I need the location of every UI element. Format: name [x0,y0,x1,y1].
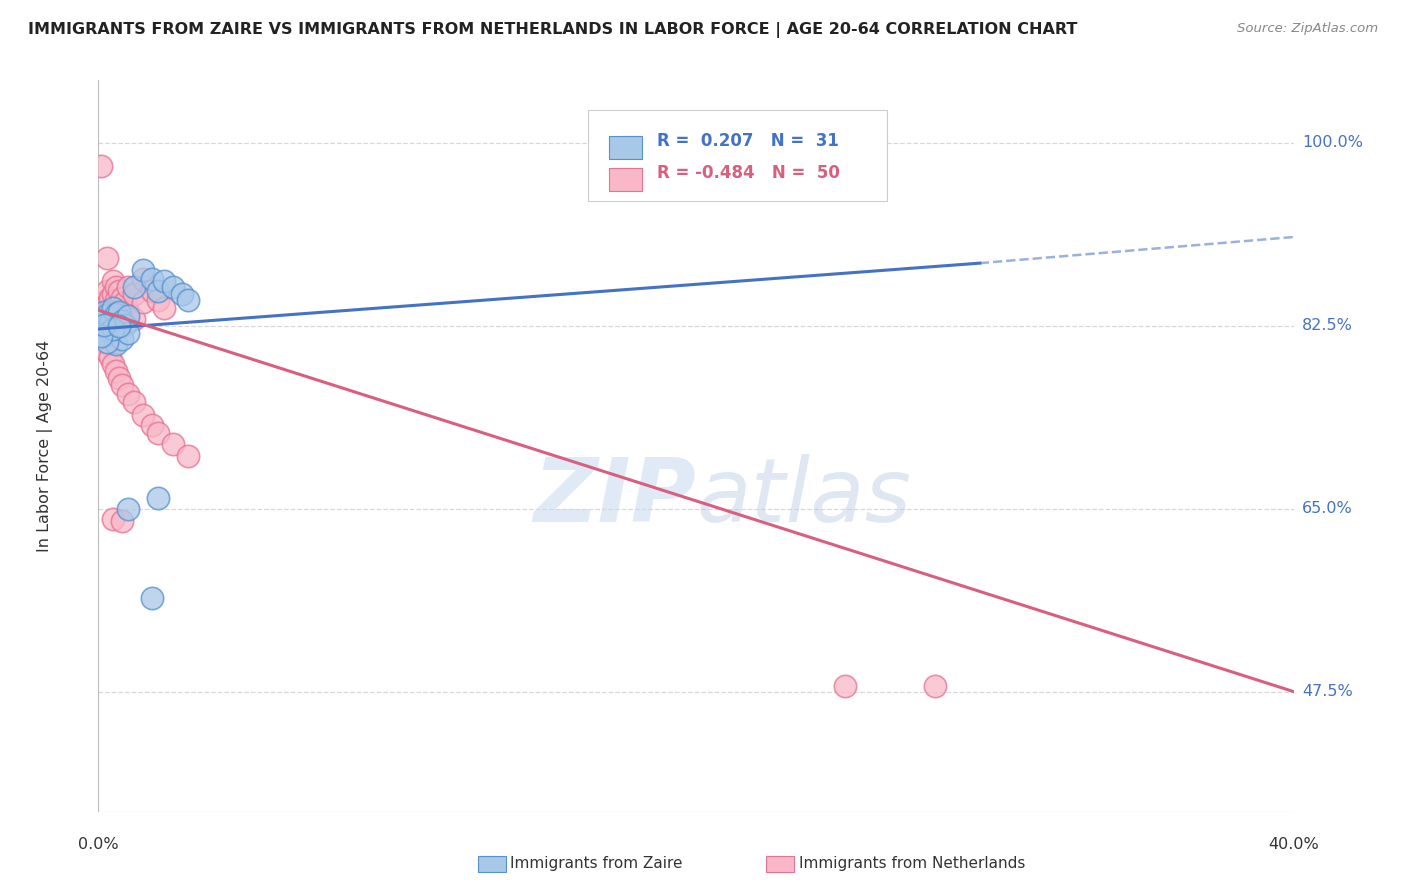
Point [117,305,139,319]
Point [117,386,139,401]
Point [132,263,155,277]
Point [105,293,128,307]
Point [90,311,112,326]
Point [108,298,131,312]
FancyBboxPatch shape [589,110,887,201]
Point [117,310,139,324]
Point [108,305,131,319]
Text: Immigrants from Netherlands: Immigrants from Netherlands [799,856,1025,871]
Point [96,305,118,319]
Point [90,309,112,323]
Point [90,316,112,330]
Point [114,294,136,309]
Text: 82.5%: 82.5% [1302,318,1353,334]
Point [93,334,115,349]
Point [98,303,122,318]
Point [148,285,170,299]
Point [111,313,134,327]
Text: 100.0%: 100.0% [1302,136,1362,151]
Point [177,450,200,464]
Point [105,280,128,294]
Point [98,350,122,364]
Point [108,285,131,299]
Point [124,395,146,409]
Point [93,294,115,309]
Point [103,358,125,372]
Point [93,329,115,343]
Text: R = -0.484   N =  50: R = -0.484 N = 50 [657,164,839,182]
Text: R =  0.207   N =  31: R = 0.207 N = 31 [657,132,838,150]
Text: 47.5%: 47.5% [1302,684,1353,699]
FancyBboxPatch shape [609,136,643,159]
Point [105,307,128,321]
Point [148,491,170,506]
Point [132,294,155,309]
Point [108,371,131,385]
Point [117,501,139,516]
Point [153,274,176,288]
Point [162,437,184,451]
Point [141,591,163,605]
Point [98,316,122,330]
Point [96,251,118,265]
Text: 65.0%: 65.0% [1302,501,1353,516]
Point [93,305,115,319]
Point [148,293,170,307]
Point [108,318,131,333]
Point [93,311,115,326]
Text: Source: ZipAtlas.com: Source: ZipAtlas.com [1237,22,1378,36]
Point [132,272,155,286]
Text: 40.0%: 40.0% [1268,837,1319,852]
Point [98,291,122,305]
Point [141,285,163,299]
Point [105,364,128,378]
Point [924,679,946,693]
Text: 0.0%: 0.0% [79,837,118,852]
Point [90,324,112,338]
Point [98,324,122,338]
Point [177,293,200,307]
Point [96,298,118,312]
Point [141,272,163,286]
Point [111,291,134,305]
Point [117,326,139,340]
Point [111,514,134,528]
Text: atlas: atlas [696,454,911,541]
Point [162,280,184,294]
Point [172,287,194,301]
Point [96,285,118,299]
Point [111,303,134,318]
Point [124,287,146,301]
FancyBboxPatch shape [609,168,643,191]
Text: Immigrants from Zaire: Immigrants from Zaire [510,856,683,871]
Text: In Labor Force | Age 20-64: In Labor Force | Age 20-64 [37,340,52,552]
Text: ZIP: ZIP [533,454,696,541]
Text: IMMIGRANTS FROM ZAIRE VS IMMIGRANTS FROM NETHERLANDS IN LABOR FORCE | AGE 20-64 : IMMIGRANTS FROM ZAIRE VS IMMIGRANTS FROM… [28,22,1077,38]
Point [124,280,146,294]
Point [141,418,163,433]
Point [124,311,146,326]
Point [103,274,125,288]
Point [103,322,125,336]
Point [96,334,118,349]
Point [93,318,115,332]
Point [153,301,176,315]
Point [117,280,139,294]
Point [90,329,112,343]
Point [132,408,155,422]
Point [148,426,170,441]
Point [90,301,112,315]
Point [93,305,115,319]
Point [111,333,134,347]
Point [114,318,136,332]
Point [96,345,118,359]
Point [103,301,125,315]
Point [105,336,128,351]
Point [111,378,134,392]
Point [96,309,118,323]
Point [90,159,112,173]
Point [103,512,125,526]
Point [103,287,125,301]
Point [834,679,856,693]
